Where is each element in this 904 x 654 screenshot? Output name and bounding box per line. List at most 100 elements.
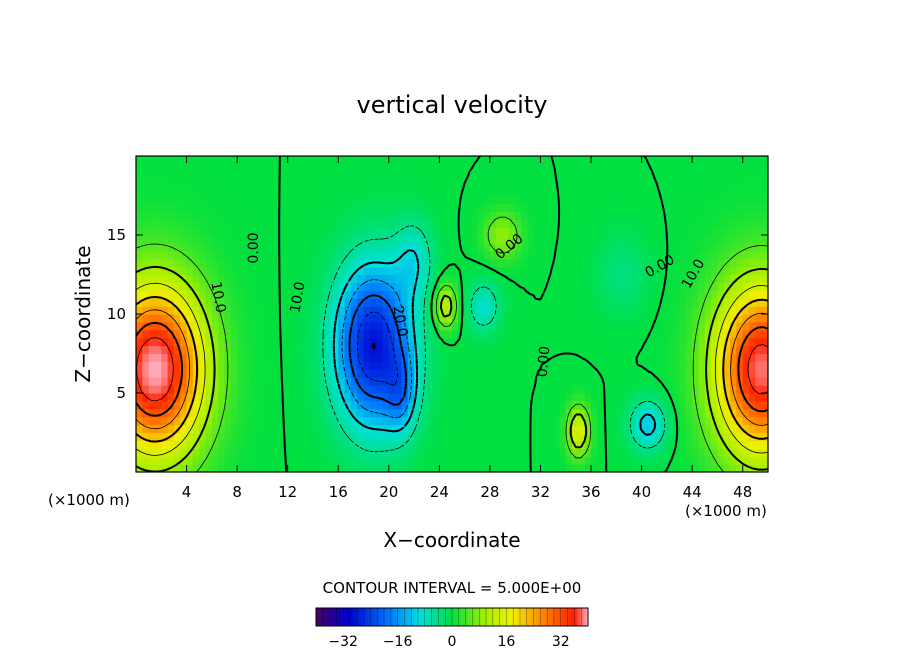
field-cell	[496, 377, 504, 386]
field-cell	[388, 227, 396, 236]
field-cell	[647, 195, 655, 204]
field-cell	[300, 211, 308, 220]
field-cell	[749, 377, 756, 386]
field-cell	[395, 211, 403, 220]
field-cell	[489, 377, 497, 386]
field-cell	[218, 235, 226, 244]
field-cell	[685, 187, 693, 197]
field-cell	[199, 163, 207, 173]
field-cell	[445, 274, 453, 283]
field-cell	[673, 195, 681, 204]
field-cell	[572, 314, 579, 323]
field-cell	[294, 432, 301, 441]
field-cell	[452, 235, 459, 244]
field-cell	[186, 156, 194, 165]
field-cell	[287, 203, 295, 212]
field-cell	[439, 329, 447, 339]
field-cell	[534, 329, 542, 339]
field-cell	[230, 219, 238, 228]
field-cell	[281, 408, 289, 418]
field-cell	[281, 464, 289, 472]
field-cell	[433, 203, 440, 212]
field-cell	[584, 424, 592, 434]
field-cell	[692, 345, 700, 355]
field-cell	[363, 195, 371, 204]
field-cell	[458, 171, 466, 181]
field-cell	[218, 187, 226, 197]
field-cell	[565, 187, 573, 197]
field-cell	[218, 440, 226, 449]
field-cell	[237, 250, 245, 260]
field-cell	[546, 179, 554, 189]
field-cell	[256, 227, 263, 236]
field-cell	[679, 258, 687, 268]
field-cell	[508, 448, 516, 457]
field-cell	[742, 250, 750, 260]
field-cell	[319, 227, 327, 236]
field-cell	[635, 235, 643, 244]
field-cell	[660, 353, 668, 362]
field-cell	[489, 306, 497, 315]
field-cell	[331, 424, 339, 434]
field-cell	[426, 227, 434, 236]
field-cell	[180, 306, 188, 315]
field-cell	[559, 187, 567, 197]
field-cell	[294, 203, 301, 212]
field-cell	[717, 171, 725, 181]
field-cell	[275, 385, 282, 394]
colorbar-tick-label: 32	[552, 634, 570, 650]
field-cell	[312, 314, 320, 323]
field-cell	[622, 440, 630, 449]
field-cell	[224, 258, 232, 268]
field-cell	[445, 416, 453, 426]
field-cell	[635, 393, 643, 402]
field-cell	[287, 321, 295, 331]
field-cell	[281, 258, 289, 268]
field-cell	[167, 306, 175, 315]
field-cell	[205, 179, 213, 189]
field-cell	[331, 250, 339, 260]
field-cell	[173, 345, 181, 355]
field-cell	[173, 306, 181, 315]
field-cell	[268, 274, 276, 283]
field-cell	[395, 282, 403, 291]
field-cell	[679, 393, 687, 402]
field-cell	[395, 448, 403, 457]
field-cell	[142, 385, 150, 394]
field-cell	[572, 163, 579, 173]
field-cell	[414, 353, 421, 362]
field-cell	[357, 369, 365, 378]
field-cell	[382, 369, 390, 378]
field-cell	[704, 171, 712, 181]
field-cell	[199, 203, 207, 212]
field-cell	[654, 369, 662, 378]
field-cell	[237, 385, 245, 394]
field-cell	[572, 361, 579, 370]
field-cell	[312, 171, 320, 181]
field-cell	[553, 156, 561, 165]
field-cell	[635, 345, 643, 355]
field-cell	[445, 337, 453, 347]
field-cell	[591, 242, 598, 252]
field-cell	[205, 345, 213, 355]
field-cell	[496, 211, 504, 220]
field-cell	[275, 456, 282, 465]
field-cell	[382, 282, 390, 291]
field-cell	[186, 290, 194, 299]
field-cell	[730, 187, 737, 197]
field-cell	[300, 377, 308, 386]
field-cell	[325, 377, 333, 386]
field-cell	[717, 274, 725, 283]
field-cell	[730, 408, 737, 418]
field-cell	[546, 345, 554, 355]
field-cell	[142, 242, 150, 252]
field-cell	[382, 408, 390, 418]
field-cell	[610, 306, 617, 315]
field-cell	[755, 306, 763, 315]
field-cell	[281, 416, 289, 426]
field-cell	[622, 448, 630, 457]
field-cell	[458, 219, 466, 228]
field-cell	[483, 163, 491, 173]
field-cell	[666, 432, 674, 441]
field-cell	[685, 266, 693, 276]
